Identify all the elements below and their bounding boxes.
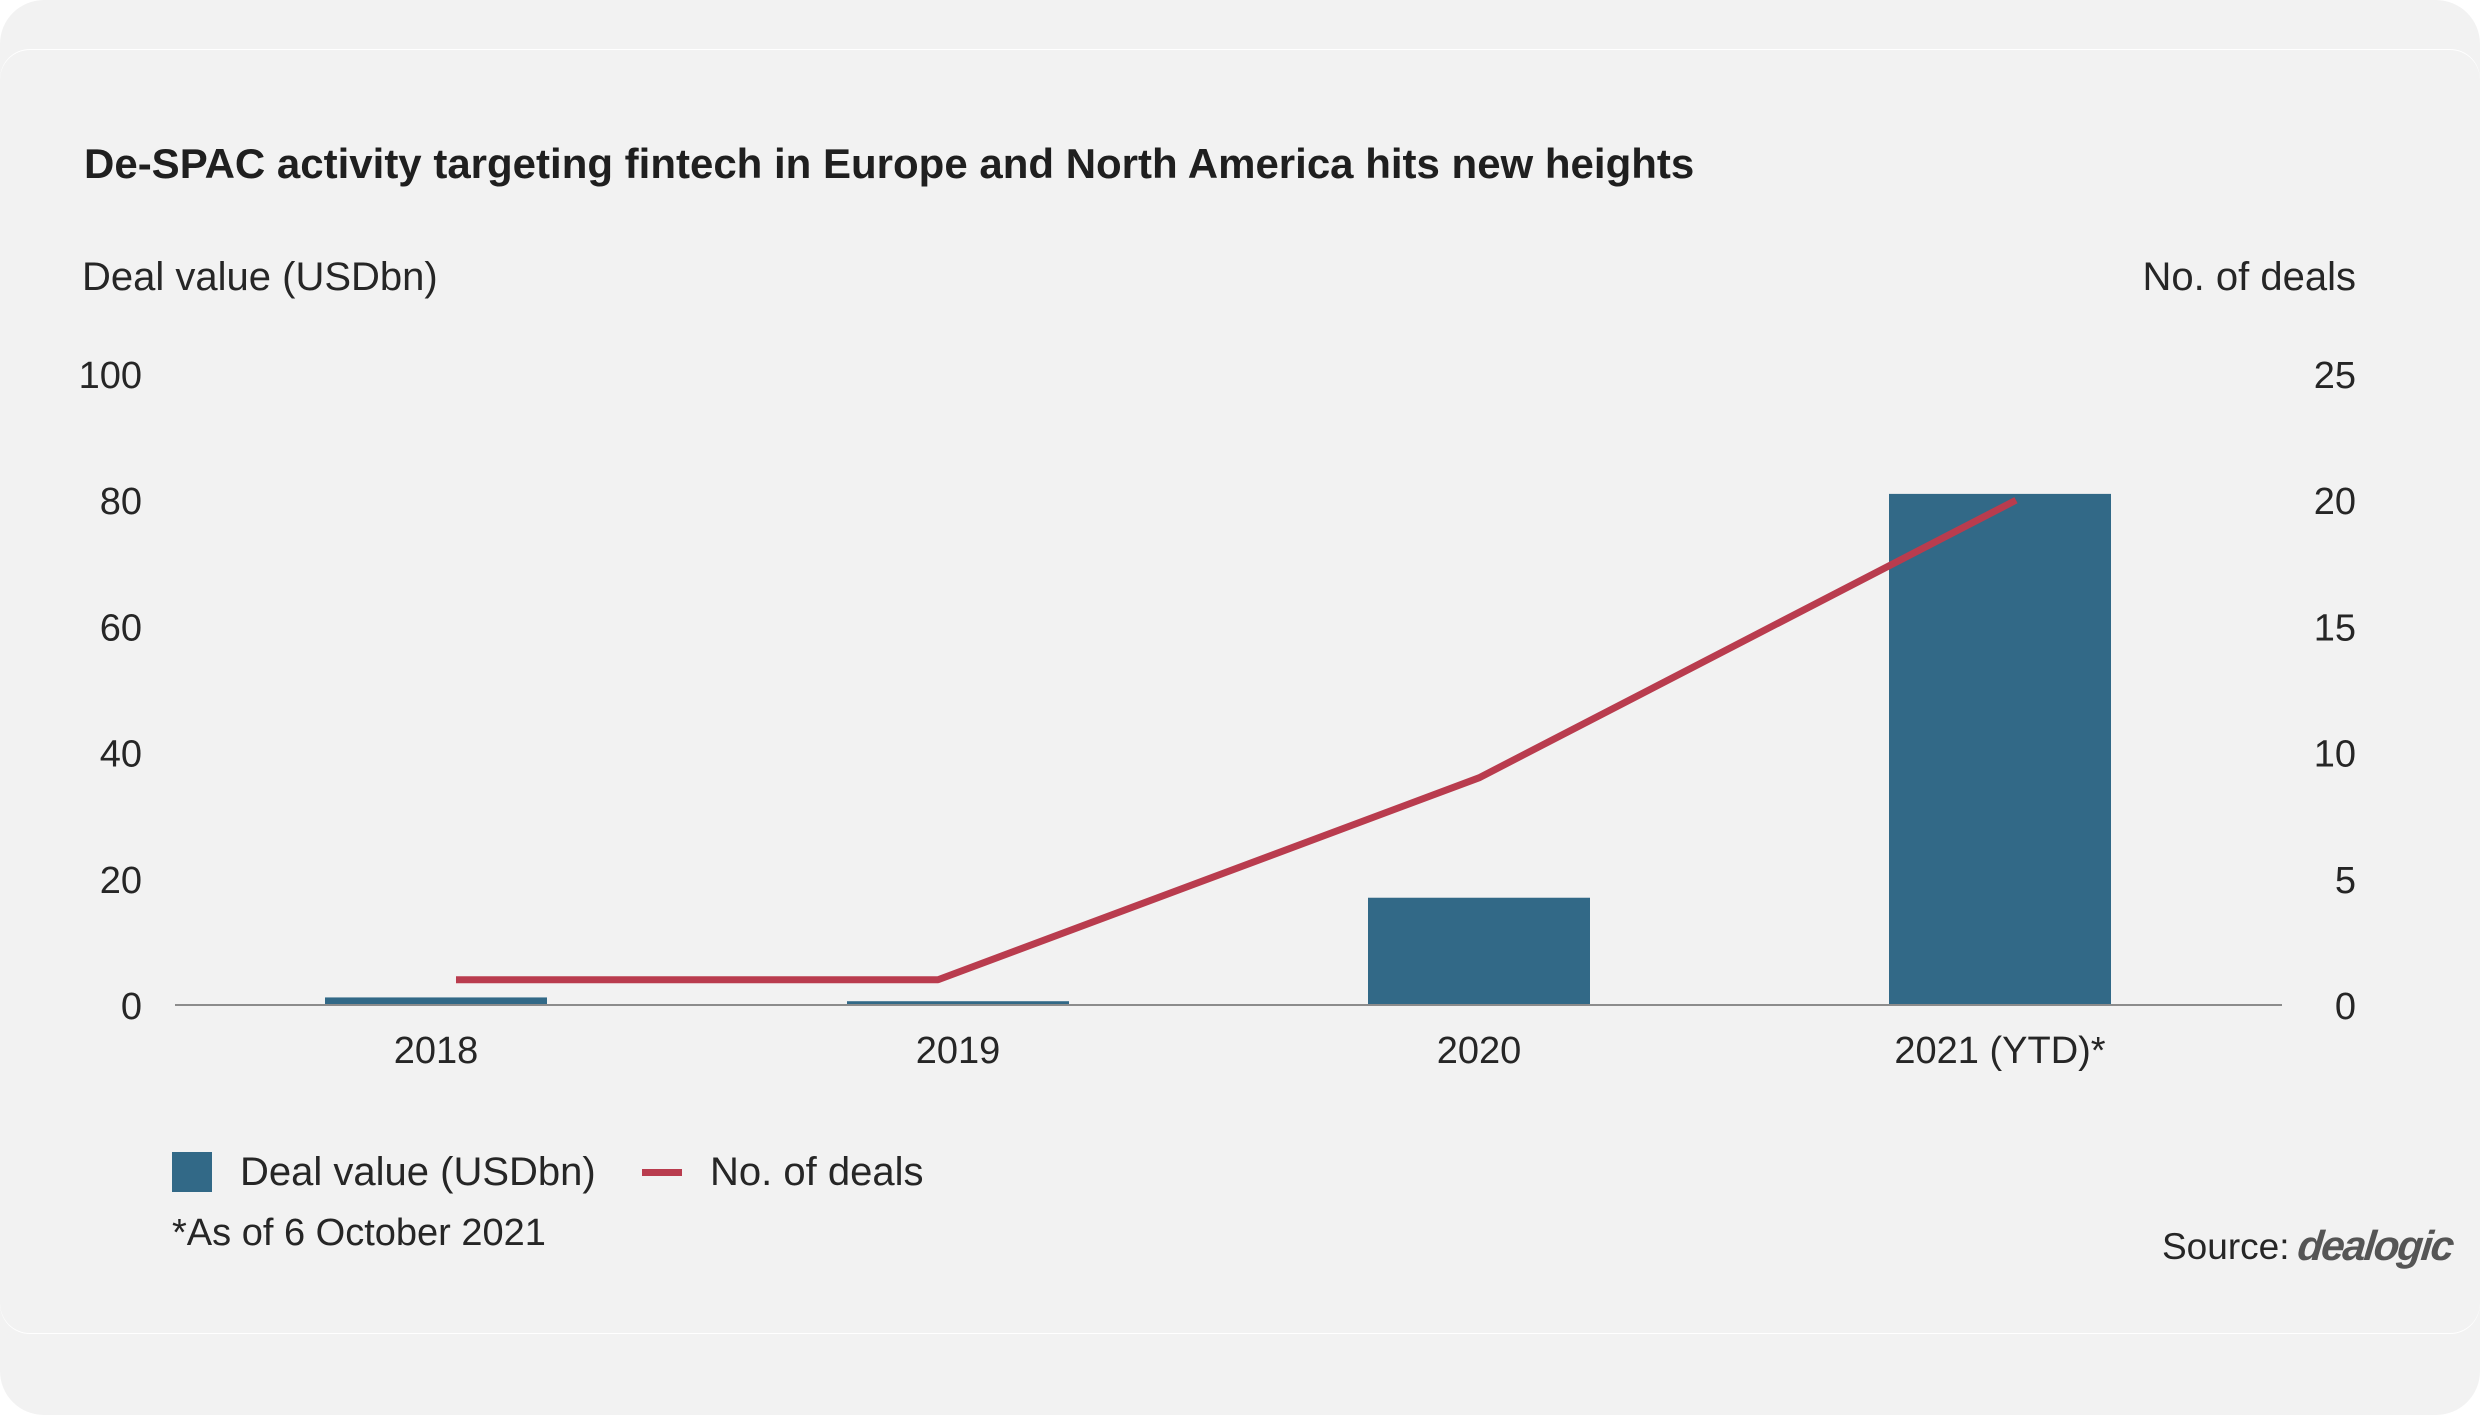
left-tick-label: 80	[100, 481, 142, 523]
category-label: 2019	[916, 1030, 1001, 1072]
right-tick-label: 5	[2335, 860, 2356, 902]
legend-item-deal-value: Deal value (USDbn)	[172, 1147, 596, 1197]
left-tick-label: 40	[100, 734, 142, 776]
dealogic-logo: dealogic	[2295, 1222, 2455, 1269]
category-label: 2020	[1437, 1030, 1522, 1072]
bar-2021-YTD	[1889, 493, 2111, 1005]
legend-label-deal-value: Deal value (USDbn)	[240, 1149, 596, 1194]
category-label: 2018	[394, 1030, 479, 1072]
legend-swatch-bar	[172, 1152, 212, 1192]
left-tick-label: 20	[100, 860, 142, 902]
legend-item-no-of-deals: No. of deals	[642, 1147, 923, 1197]
left-tick-label: 60	[100, 607, 142, 649]
left-tick-label: 0	[121, 986, 142, 1028]
right-axis-ticks: 0 5 10 15 20 25	[2314, 355, 2356, 1028]
bar-2020	[1368, 897, 1590, 1005]
y-axis-title-right: No. of deals	[2142, 255, 2356, 299]
left-tick-label: 100	[79, 355, 142, 397]
left-axis-ticks: 0 20 40 60 80 100	[79, 355, 142, 1028]
right-tick-label: 15	[2314, 607, 2356, 649]
chart-title: De-SPAC activity targeting fintech in Eu…	[84, 140, 1695, 187]
right-tick-label: 10	[2314, 734, 2356, 776]
right-tick-label: 20	[2314, 481, 2356, 523]
line-series	[455, 497, 2018, 984]
source-label: Source:	[2162, 1226, 2290, 1267]
category-label: 2021 (YTD)*	[1894, 1030, 2105, 1072]
category-labels: 2018 2019 2020 2021 (YTD)*	[394, 1030, 2106, 1072]
y-axis-title-left: Deal value (USDbn)	[82, 255, 438, 299]
deals-line	[456, 497, 2018, 984]
bar-2019	[847, 1001, 1069, 1005]
right-tick-label: 0	[2335, 986, 2356, 1028]
bar-series	[325, 493, 2111, 1005]
right-tick-label: 25	[2314, 355, 2356, 397]
legend-label-no-of-deals: No. of deals	[710, 1149, 924, 1194]
bar-2018	[325, 997, 547, 1005]
footnote: *As of 6 October 2021	[172, 1212, 546, 1254]
legend-swatch-line	[642, 1168, 682, 1176]
